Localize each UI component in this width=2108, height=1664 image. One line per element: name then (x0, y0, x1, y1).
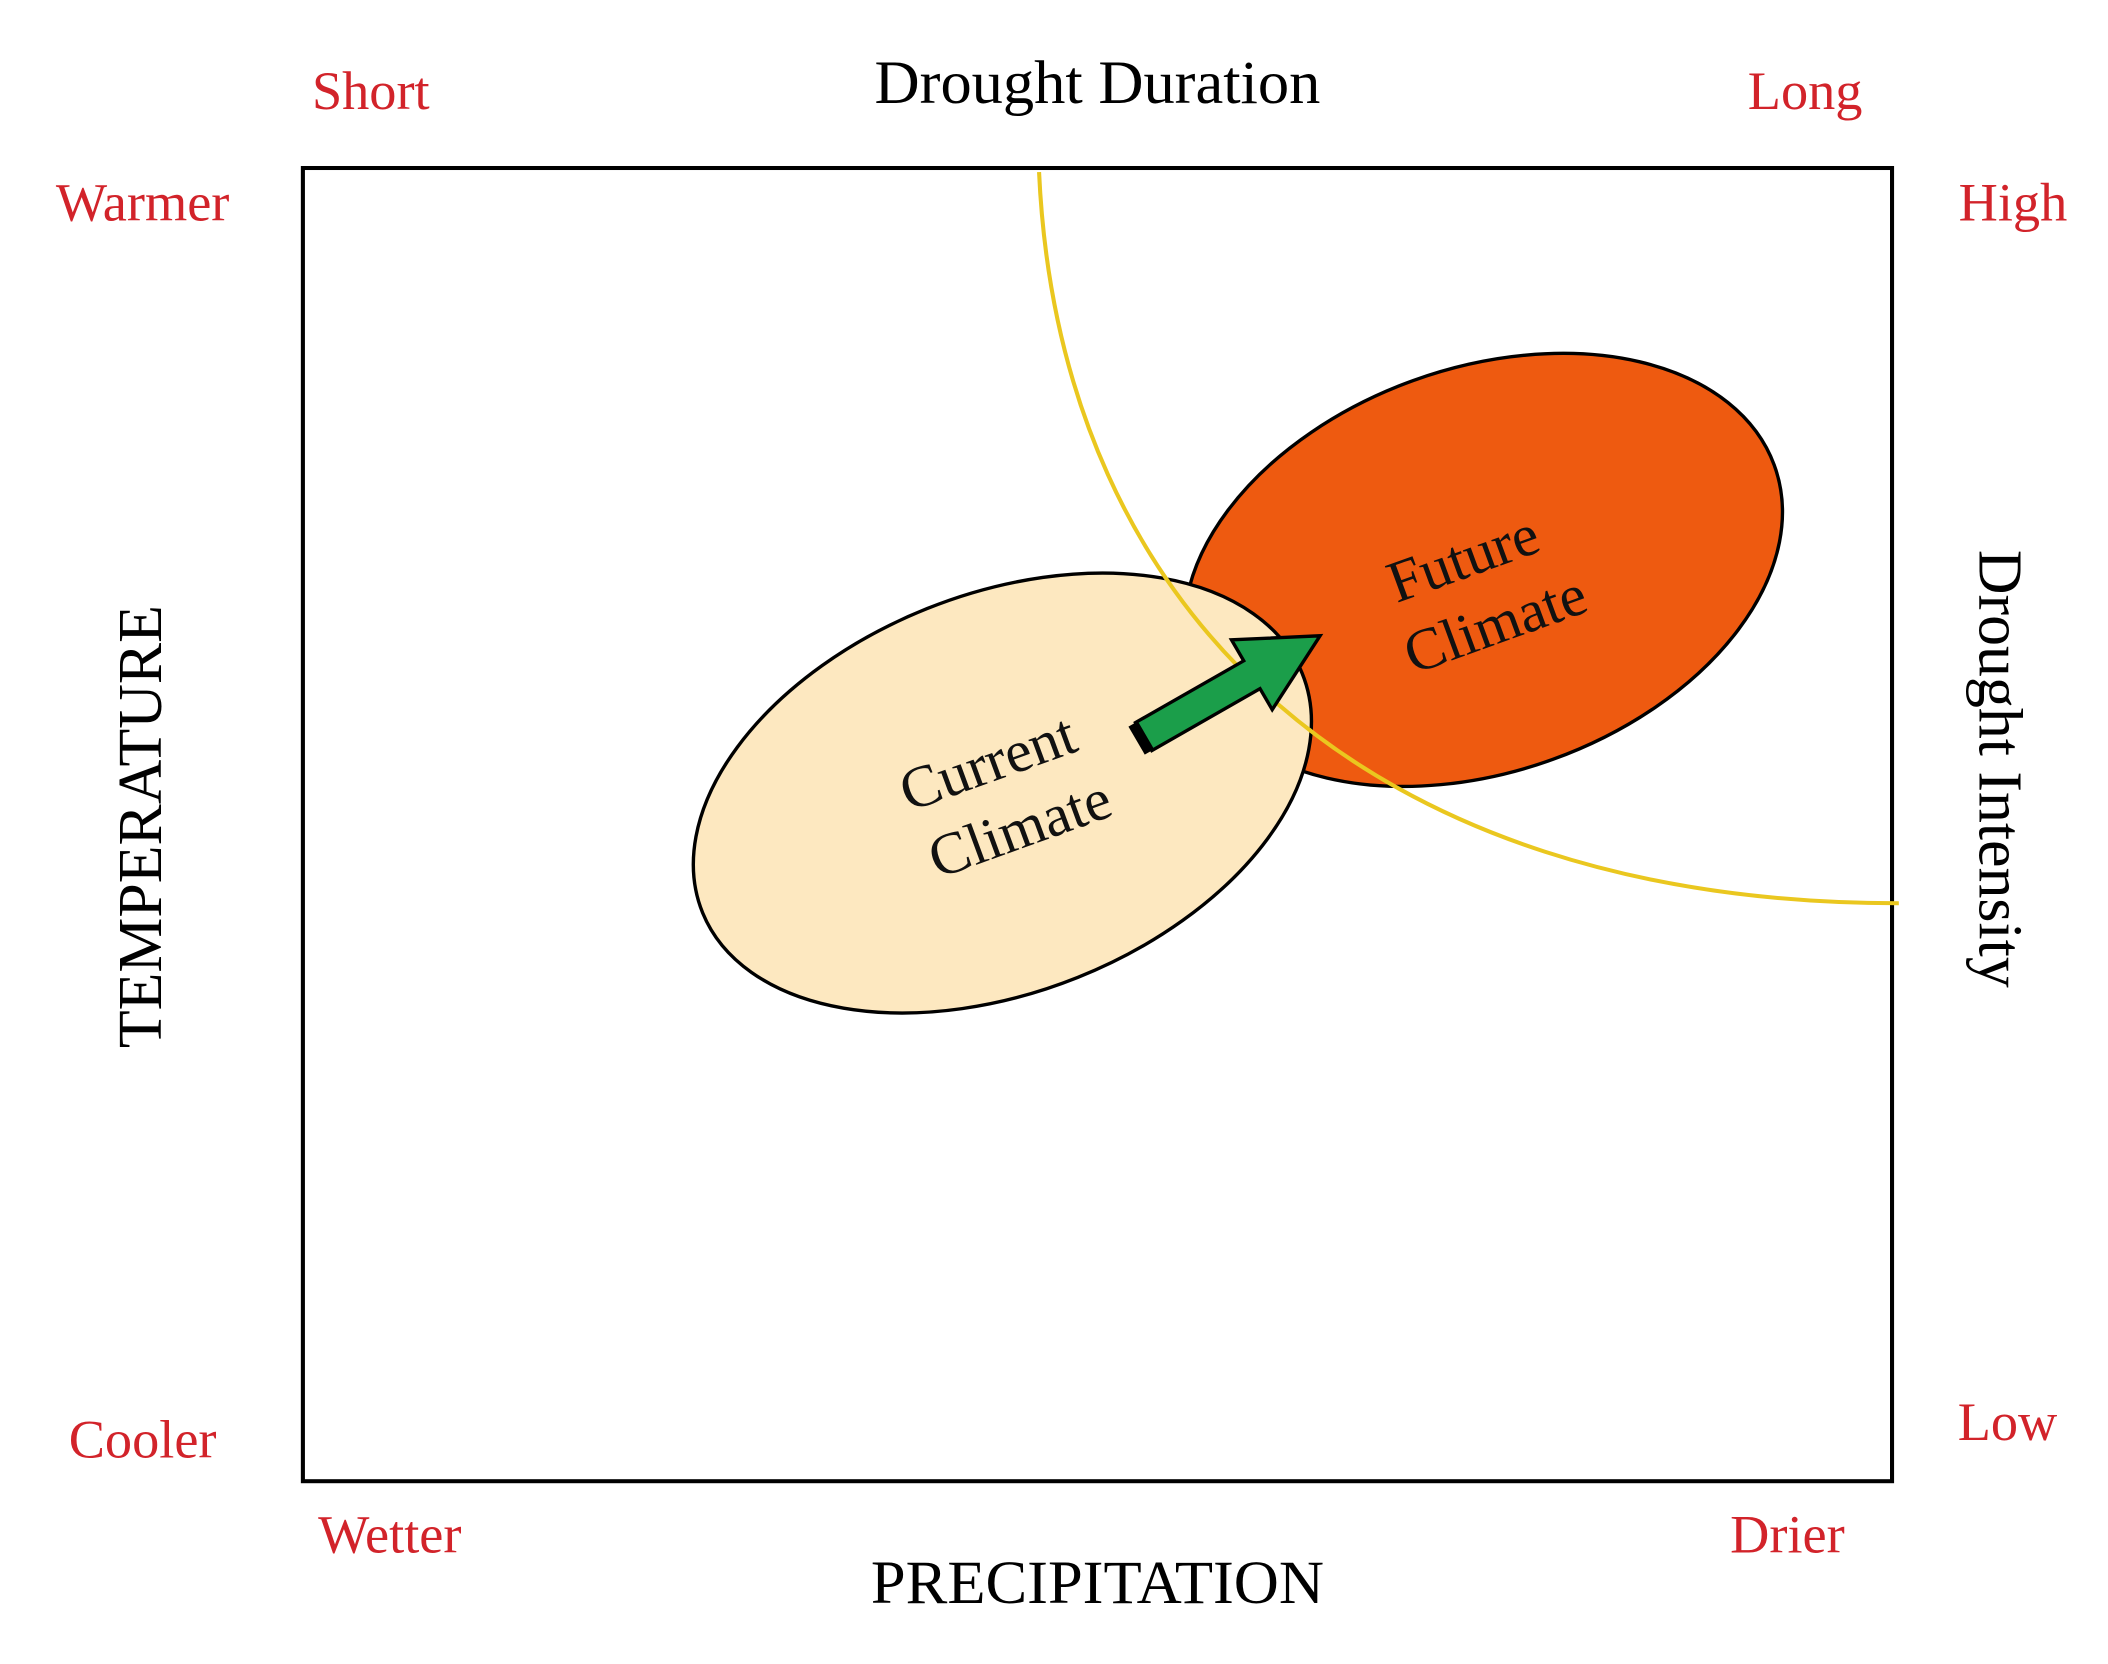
top-axis-end: Long (1748, 61, 1863, 121)
bottom-axis-end: Drier (1730, 1505, 1845, 1565)
arrow-tail (1128, 721, 1155, 755)
left-axis-bottom: Cooler (69, 1410, 217, 1470)
bottom-axis-title: PRECIPITATION (871, 1549, 1324, 1617)
right-axis-top: High (1959, 173, 2068, 233)
top-axis-title: Drought Duration (875, 49, 1321, 117)
right-axis-bottom: Low (1958, 1392, 2058, 1452)
left-axis-top: Warmer (56, 173, 230, 233)
current-climate-region (691, 571, 1314, 1015)
bottom-axis-start: Wetter (318, 1505, 461, 1565)
threshold-curve (1037, 171, 1899, 906)
top-axis-start: Short (312, 61, 430, 121)
right-axis-title: Drought Intensity (1965, 550, 2033, 988)
arrow-shape (1133, 633, 1324, 753)
shift-arrow (1128, 633, 1324, 755)
left-axis-title: TEMPERATURE (107, 605, 175, 1048)
